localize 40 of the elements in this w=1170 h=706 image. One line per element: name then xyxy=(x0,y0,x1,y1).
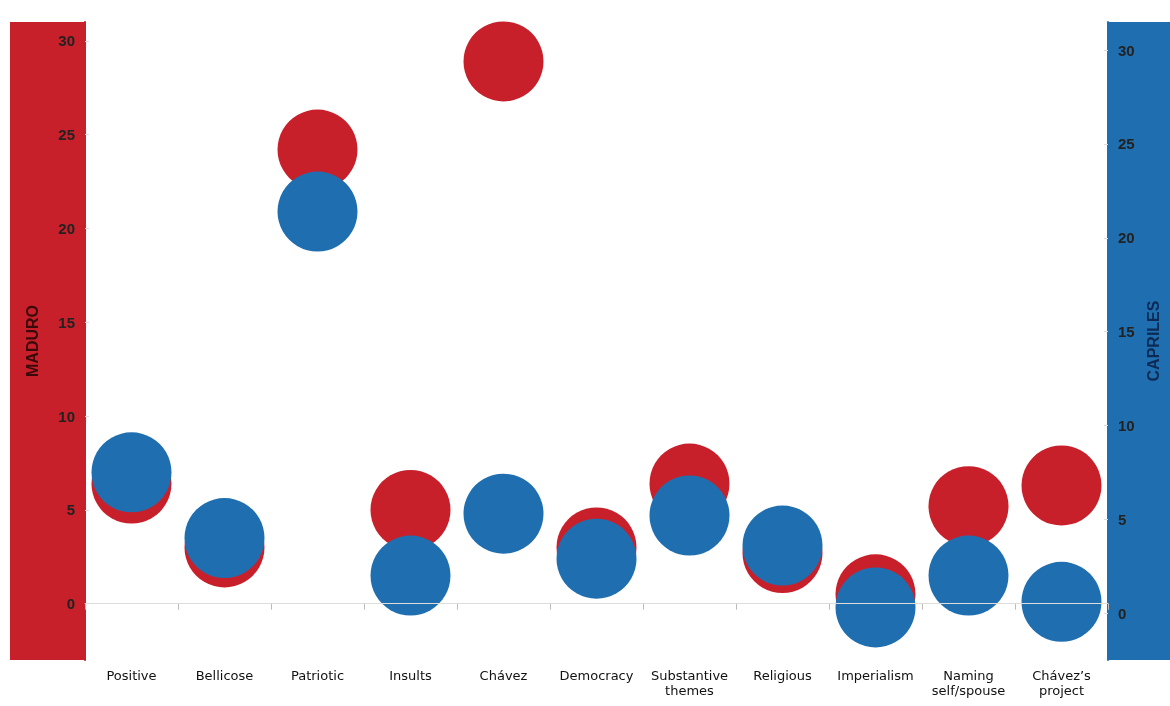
x-tick-label: Naming self/spouse xyxy=(931,668,1006,698)
point xyxy=(277,171,358,252)
y2-tick-label: 5 xyxy=(1118,510,1127,528)
x-tick-label: Substantive themes xyxy=(650,668,729,698)
y2-tick-label: 20 xyxy=(1118,229,1135,247)
point xyxy=(91,432,172,513)
y-axis-title: MADURO xyxy=(23,305,41,377)
x-tick-label: Chávez’s project xyxy=(1032,668,1092,698)
point xyxy=(649,475,730,556)
x-tick-label: Religious xyxy=(753,668,812,683)
y-tick-label: 0 xyxy=(66,595,75,613)
point xyxy=(463,473,544,554)
x-tick-label: Insults xyxy=(389,668,433,683)
point xyxy=(370,535,451,616)
x-tick-label: Chávez xyxy=(479,668,528,683)
point xyxy=(1021,445,1102,526)
point xyxy=(742,505,823,586)
x-tick-label: Positive xyxy=(106,668,157,683)
x-tick-label: Democracy xyxy=(559,668,634,683)
y-tick-label: 20 xyxy=(58,219,75,237)
y-tick-label: 25 xyxy=(58,126,75,144)
x-tick-label: Bellicose xyxy=(195,668,254,683)
y2-axis-title: CAPRILES xyxy=(1145,300,1163,382)
y-tick-label: 5 xyxy=(66,501,75,519)
y2-tick-label: 10 xyxy=(1118,416,1135,434)
x-tick-label: Patriotic xyxy=(290,668,345,683)
y2-tick-label: 25 xyxy=(1118,135,1135,153)
y-tick-label: 15 xyxy=(58,313,75,331)
point xyxy=(1021,561,1102,642)
y-tick-label: 10 xyxy=(58,407,75,425)
y-tick-label: 30 xyxy=(58,32,75,50)
y2-tick-label: 30 xyxy=(1118,41,1135,59)
x-tick-label: Imperialism xyxy=(837,668,914,683)
point xyxy=(835,567,916,648)
y2-tick-label: 15 xyxy=(1118,323,1135,341)
point xyxy=(184,498,265,579)
point xyxy=(463,21,544,102)
y2-tick-label: 0 xyxy=(1118,604,1127,622)
point xyxy=(556,518,637,599)
point xyxy=(928,535,1009,616)
